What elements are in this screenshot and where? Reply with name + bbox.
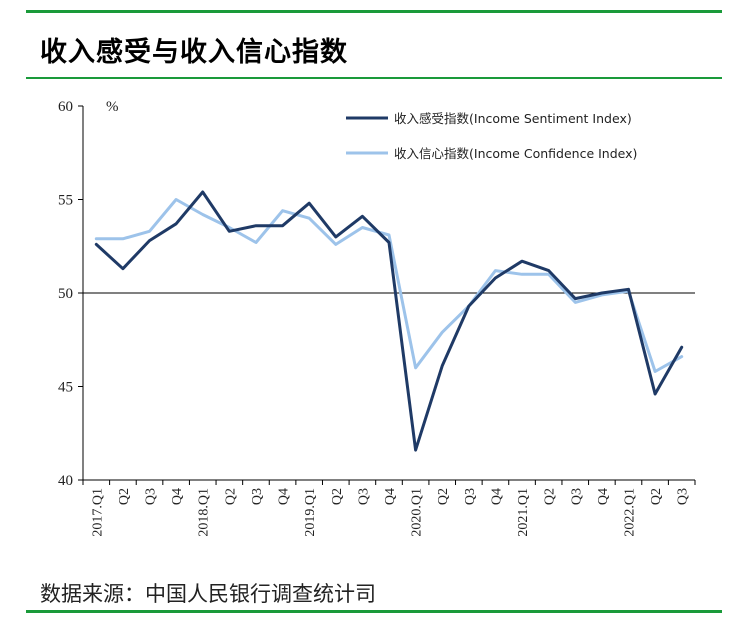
x-tick-label: Q3 bbox=[144, 488, 159, 505]
x-tick-label: Q2 bbox=[436, 488, 451, 505]
legend-label-series2: 收入信心指数(Income Confidence Index) bbox=[394, 146, 637, 161]
x-tick-label: Q2 bbox=[117, 488, 132, 505]
x-tick-label: 2018.Q1 bbox=[197, 488, 212, 537]
x-tick-label: Q2 bbox=[330, 488, 345, 505]
x-tick-label: Q4 bbox=[383, 488, 398, 505]
x-tick-label: 2020.Q1 bbox=[410, 488, 425, 537]
x-tick-label: Q2 bbox=[649, 488, 664, 505]
bottom-rule bbox=[26, 610, 722, 613]
x-tick-label: 2021.Q1 bbox=[516, 488, 531, 537]
x-tick-label: Q4 bbox=[170, 488, 185, 505]
chart-legend: 收入感受指数(Income Sentiment Index) 收入信心指数(In… bbox=[346, 111, 637, 161]
y-tick-label: 50 bbox=[58, 286, 73, 302]
y-tick-label: 40 bbox=[58, 473, 73, 489]
chart-axes: 40 45 50 55 60 2017.Q1 Q2 Q3 Q4 2018.Q1 Q2 Q3 Q4 2019… bbox=[58, 99, 696, 537]
x-tick-label: 2022.Q1 bbox=[622, 488, 637, 537]
x-tick-label: Q3 bbox=[250, 488, 265, 505]
series-line-1 bbox=[94, 190, 684, 452]
x-tick-label: Q3 bbox=[569, 488, 584, 505]
y-tick-label: 60 bbox=[58, 99, 73, 115]
x-tick-label: Q2 bbox=[223, 488, 238, 505]
x-tick-label: Q4 bbox=[277, 488, 292, 505]
chart-title: 收入感受与收入信心指数 bbox=[40, 37, 348, 68]
y-tick-label: 55 bbox=[58, 193, 73, 209]
series-line-2 bbox=[94, 198, 684, 373]
top-rule bbox=[26, 10, 722, 13]
x-tick-label: 2017.Q1 bbox=[90, 488, 105, 537]
x-tick-label: Q4 bbox=[489, 488, 504, 505]
chart-series bbox=[94, 190, 684, 452]
y-tick-label: 45 bbox=[58, 380, 73, 396]
x-tick-label: Q2 bbox=[543, 488, 558, 505]
x-tick-label: 2019.Q1 bbox=[303, 488, 318, 537]
x-tick-label: Q3 bbox=[676, 488, 691, 505]
legend-label-series1: 收入感受指数(Income Sentiment Index) bbox=[394, 111, 632, 126]
x-tick-label: Q4 bbox=[596, 488, 611, 505]
source-note: 数据来源：中国人民银行调查统计司 bbox=[40, 582, 376, 606]
x-tick-label: Q3 bbox=[463, 488, 478, 505]
x-tick-label: Q3 bbox=[356, 488, 371, 505]
title-rule bbox=[26, 77, 722, 79]
y-unit-label: % bbox=[106, 99, 119, 115]
